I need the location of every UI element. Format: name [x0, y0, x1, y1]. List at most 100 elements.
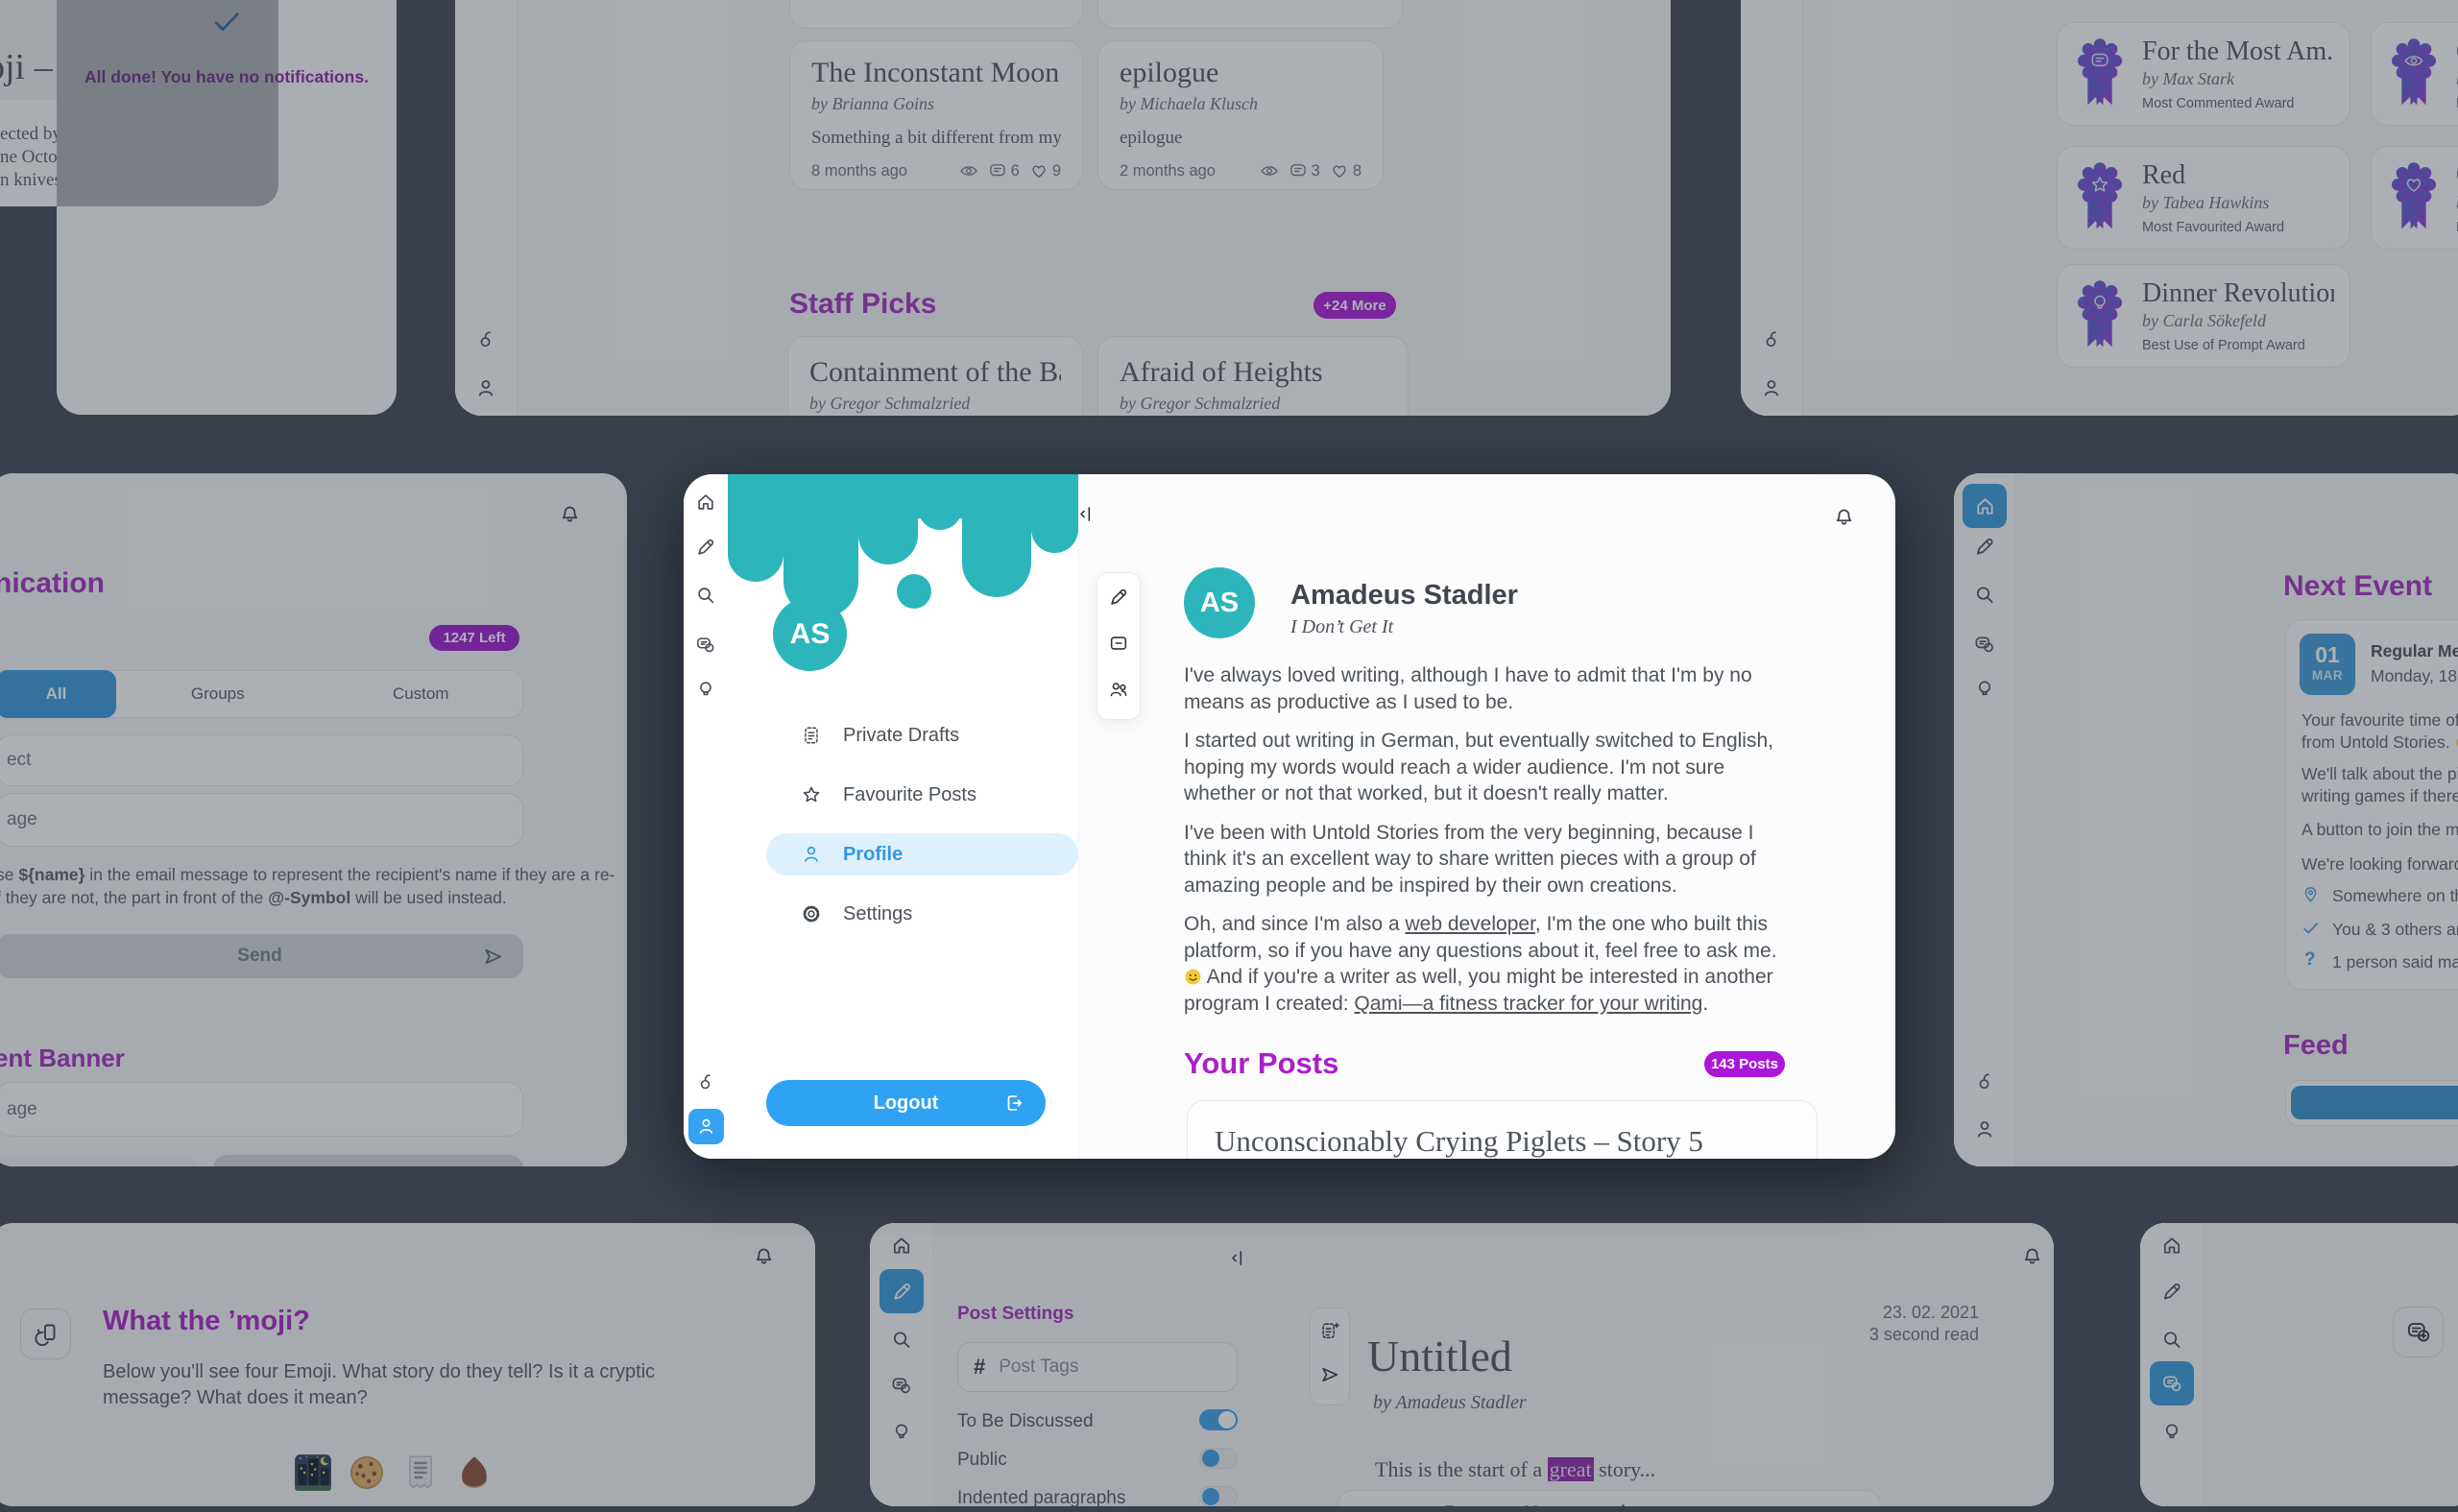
send-icon — [482, 946, 504, 968]
user-post-card[interactable]: Unconscionably Crying Piglets – Story 5 — [1187, 1100, 1818, 1159]
open-lock-icon[interactable] — [475, 328, 497, 350]
lightbulb-icon[interactable] — [695, 679, 716, 700]
event-date-box: 01 MAR — [2300, 634, 2355, 695]
chats-icon[interactable] — [1974, 634, 1996, 656]
sidebar-rail — [684, 474, 729, 1159]
collapse-sidebar-icon[interactable] — [1074, 504, 1095, 524]
profile-icon[interactable] — [475, 377, 497, 399]
bell-icon[interactable] — [2020, 1242, 2044, 1266]
event-card[interactable]: 01 MAR Regular Meet Monday, 18:0 Your fa… — [2285, 619, 2458, 990]
sidebar-item-favourite-posts[interactable]: Favourite Posts — [766, 774, 1078, 816]
new-chat-button[interactable] — [2393, 1307, 2444, 1357]
search-icon[interactable] — [695, 585, 716, 606]
sidebar-avatar[interactable]: AS — [773, 597, 847, 671]
award-card[interactable]: C by M — [2371, 146, 2458, 250]
bell-icon[interactable] — [752, 1242, 776, 1266]
post-card[interactable]: epilogue by Michaela Klusch epilogue 2 m… — [1097, 40, 1384, 190]
qami-link[interactable]: Qami—a fitness tracker for your writing — [1354, 992, 1703, 1015]
lightbulb-icon[interactable] — [891, 1421, 913, 1443]
set-button[interactable]: Set — [213, 1155, 523, 1166]
sidebar-item-settings[interactable]: Settings — [766, 893, 1078, 935]
draft-title[interactable]: Untitled — [1367, 1332, 1512, 1380]
staff-pick-card[interactable]: Afraid of Heights by Gregor Schmalzried — [1097, 336, 1409, 416]
post-card[interactable]: The Inconstant Moon by Brianna Goins Som… — [789, 40, 1083, 190]
edit-profile-icon[interactable] — [1108, 587, 1129, 608]
home-icon[interactable] — [695, 492, 716, 513]
italic-icon[interactable]: I — [1487, 1502, 1495, 1506]
publish-icon[interactable] — [1319, 1364, 1340, 1385]
lightbulb-icon[interactable] — [2161, 1421, 2183, 1443]
open-lock-icon[interactable] — [1761, 328, 1783, 350]
check-icon — [207, 6, 246, 36]
subject-fragment: ect — [7, 750, 32, 770]
toggle-public[interactable] — [1199, 1448, 1238, 1469]
draft-body[interactable]: This is the start of a great story... — [1375, 1457, 1656, 1481]
rail-item-profile-active[interactable] — [688, 1109, 724, 1144]
collapse-sidebar-icon[interactable] — [1226, 1248, 1246, 1268]
web-developer-link[interactable]: web developer — [1405, 913, 1535, 935]
pencil-icon[interactable] — [2161, 1281, 2183, 1303]
message-input[interactable]: age — [0, 793, 523, 847]
profile-icon[interactable] — [1761, 377, 1783, 399]
open-lock-icon[interactable] — [695, 1071, 716, 1092]
shuffle-moji-button[interactable] — [20, 1308, 71, 1359]
note-plus-icon[interactable] — [1319, 1320, 1340, 1341]
underline-icon[interactable]: U — [1524, 1502, 1538, 1506]
search-icon[interactable] — [891, 1329, 913, 1351]
chats-icon[interactable] — [695, 635, 716, 656]
open-lock-icon[interactable] — [1974, 1070, 1996, 1092]
profile-bio: I've always loved writing, although I ha… — [1184, 662, 1791, 1017]
logout-icon — [1003, 1092, 1024, 1114]
paragraph-icon[interactable]: ¶ — [1363, 1502, 1374, 1506]
home-icon[interactable] — [891, 1235, 913, 1257]
tab-unread[interactable]: Unread — [2291, 1086, 2458, 1119]
award-card[interactable]: For the Most Am... by Max Stark Most Com… — [2057, 22, 2350, 126]
bell-icon[interactable] — [1832, 503, 1856, 527]
sidebar-item-private-drafts[interactable]: Private Drafts — [766, 714, 1078, 756]
staff-picks-more-badge[interactable]: +24 More — [1313, 292, 1396, 319]
like-count: 8 — [1352, 161, 1362, 180]
home-icon[interactable] — [2161, 1235, 2183, 1257]
send-button[interactable]: Send — [0, 934, 523, 978]
tab-groups[interactable]: Groups — [190, 684, 245, 703]
sidebar-item-profile[interactable]: Profile — [766, 833, 1078, 876]
toggle-to-be-discussed[interactable] — [1199, 1409, 1238, 1430]
award-card[interactable]: Red by Tabea Hawkins Most Favourited Awa… — [2057, 146, 2350, 250]
award-card[interactable]: Dinner Revolution by Carla Sökefeld Best… — [2057, 264, 2350, 368]
profile-icon[interactable] — [1974, 1118, 1996, 1140]
rail-item-write-active[interactable] — [880, 1269, 924, 1313]
banner-input[interactable]: age — [0, 1082, 523, 1137]
lightbulb-icon[interactable] — [1974, 678, 1996, 700]
insert-icon[interactable]: ⊞ — [1663, 1502, 1680, 1506]
search-icon[interactable] — [1974, 584, 1996, 606]
align-icon[interactable]: ≡ — [1403, 1502, 1414, 1506]
post-tags-input[interactable] — [999, 1356, 1235, 1378]
link-icon[interactable]: ○ — [1567, 1502, 1579, 1506]
format-toolbar: ¶ ≡ B I U ○ </> ⊞ — [1337, 1490, 1881, 1506]
tab-custom[interactable]: Custom — [392, 684, 449, 703]
post-tags-field[interactable]: # — [957, 1342, 1238, 1392]
award-card[interactable]: C by M — [2371, 22, 2458, 126]
bell-icon[interactable] — [558, 500, 582, 524]
clear-button[interactable]: Clear — [0, 1155, 198, 1166]
code-icon[interactable]: </> — [1608, 1502, 1635, 1506]
profile-avatar: AS — [1184, 567, 1255, 638]
toggle-indented-paragraphs[interactable] — [1199, 1486, 1238, 1506]
post-age: 2 months ago — [1120, 161, 1216, 180]
staff-pick-card[interactable]: Containment of the Bad... by Gregor Schm… — [787, 336, 1083, 416]
cookie-emoji — [348, 1453, 386, 1492]
chats-icon[interactable] — [891, 1375, 913, 1397]
search-icon[interactable] — [2161, 1329, 2183, 1351]
pencil-icon[interactable] — [1974, 536, 1996, 558]
tab-all[interactable]: All — [0, 670, 116, 718]
award-post-title: Red — [2142, 160, 2186, 190]
hash-icon: # — [974, 1355, 986, 1379]
subject-input[interactable]: ect — [0, 734, 523, 786]
card-icon[interactable] — [1108, 633, 1129, 654]
pencil-icon[interactable] — [695, 537, 716, 558]
rail-item-chats-active[interactable] — [2150, 1361, 2194, 1405]
rail-item-home-active[interactable] — [1963, 484, 2007, 528]
logout-button[interactable]: Logout — [766, 1080, 1046, 1126]
people-icon[interactable] — [1108, 679, 1129, 700]
bold-icon[interactable]: B — [1444, 1502, 1458, 1506]
